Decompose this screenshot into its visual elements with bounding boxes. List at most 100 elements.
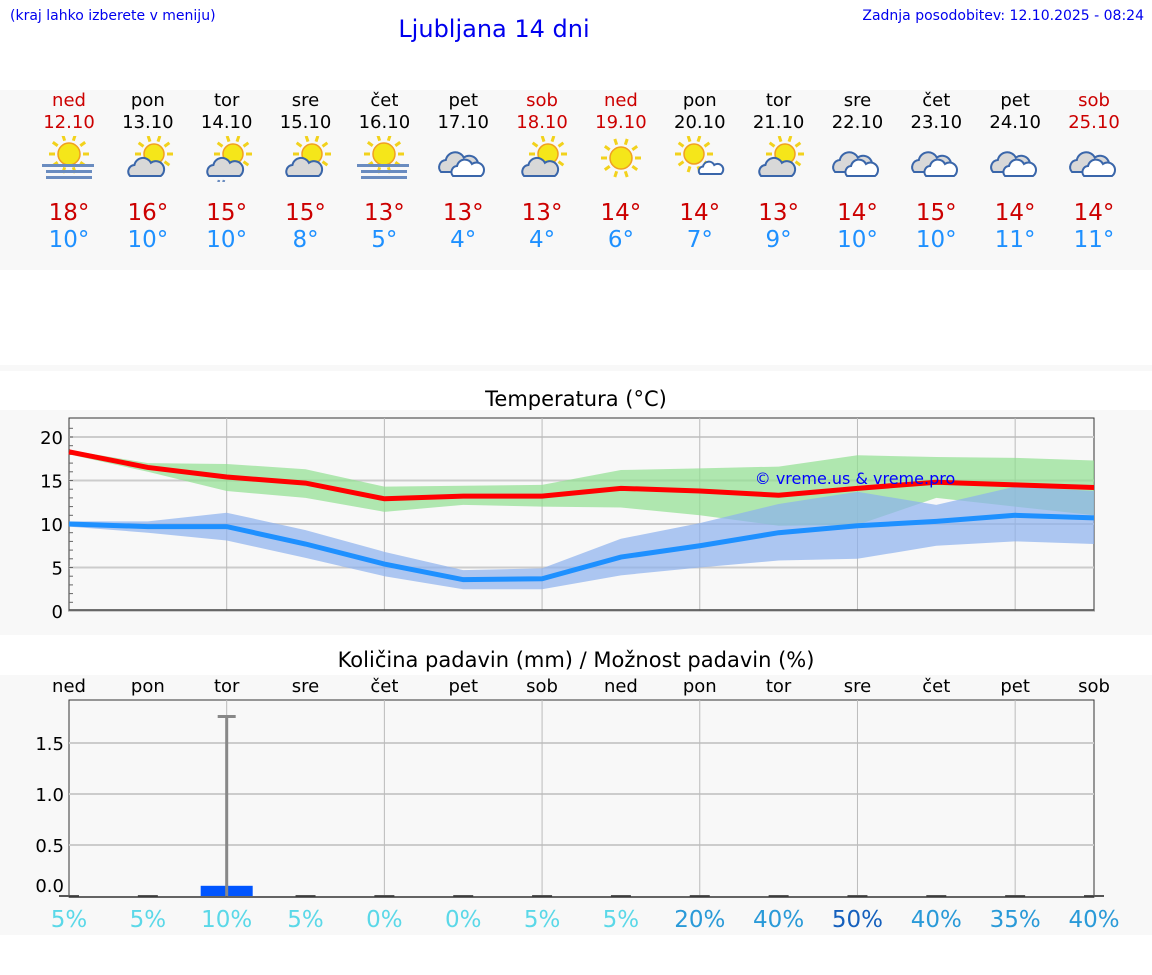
precipitation-probability: 40%: [1068, 907, 1119, 933]
partly-cloudy-icon: [757, 136, 804, 177]
day-date: 17.10: [437, 112, 489, 133]
y-tick-label: 1.0: [35, 785, 64, 806]
day-name: pon: [682, 90, 717, 111]
day-label: sre: [844, 676, 871, 697]
precipitation-chart: ned pon tor sre čet pet sob ned pon tor sre čet pet s…: [35, 676, 1119, 933]
min-temperature: 10°: [915, 227, 957, 253]
partly-cloudy-rain-icon: [206, 136, 252, 182]
max-temperature: 13°: [442, 200, 484, 226]
plot-area: [68, 699, 1095, 898]
partly-cloudy-icon: [521, 136, 568, 177]
max-temperature: 15°: [285, 200, 326, 226]
day-column: sre 15.10 15° 8°: [267, 90, 345, 270]
max-temperature: 18°: [48, 200, 90, 226]
day-column: tor 14.10 15° 10°: [188, 90, 266, 270]
day-column: tor 21.10 13° 9°: [740, 90, 818, 270]
day-column: sob 18.10 13° 4°: [503, 90, 581, 270]
max-temperature: 16°: [127, 200, 169, 226]
y-tick-label: 0.0: [35, 876, 64, 897]
day-name: sre: [291, 90, 320, 111]
cloudy-icon: [1069, 151, 1116, 177]
day-column: ned 12.10 18° 10°: [30, 90, 108, 270]
max-temperature: 14°: [1073, 200, 1115, 226]
precipitation-probability: 5%: [524, 907, 561, 933]
precipitation-probability: 5%: [603, 907, 640, 933]
min-temperature: 7°: [686, 227, 713, 253]
day-label: ned: [604, 676, 638, 697]
max-temperature: 13°: [758, 200, 799, 226]
day-date: 21.10: [752, 112, 805, 133]
day-date: 20.10: [674, 112, 726, 133]
max-temperature: 15°: [206, 200, 248, 226]
max-temperature: 14°: [837, 200, 878, 226]
day-column: pon 13.10 16° 10°: [109, 90, 187, 270]
day-date: 18.10: [516, 112, 568, 133]
temperature-chart: 0 5 10 15 20 © vreme.us & vreme.pro: [40, 417, 1095, 623]
min-temperature: 11°: [1073, 227, 1115, 253]
sunny-icon: [600, 138, 641, 178]
day-date: 15.10: [279, 112, 332, 133]
y-tick-label: 1.5: [35, 734, 64, 755]
day-column: sob 25.10 14° 11°: [1055, 90, 1133, 270]
day-label: pet: [1000, 676, 1030, 697]
last-updated: Zadnja posodobitev: 12.10.2025 - 08:24: [862, 8, 1144, 24]
day-name: sob: [526, 90, 558, 111]
cloudy-icon: [832, 151, 880, 177]
daily-forecast-strip: ned 12.10 18° 10° pon 13.10 16° 10° tor 14.10 15° 1…: [0, 90, 1152, 270]
day-label: čet: [370, 676, 398, 697]
day-date: 16.10: [358, 112, 411, 133]
day-name: pet: [1000, 90, 1030, 111]
day-column: pet 17.10 13° 4°: [424, 90, 502, 270]
cloudy-icon: [911, 151, 959, 177]
day-label: čet: [922, 676, 950, 697]
min-temperature: 6°: [607, 227, 634, 253]
y-tick-label: 5: [52, 559, 63, 580]
day-column: čet 16.10 13° 5°: [345, 90, 423, 270]
max-temperature: 14°: [994, 200, 1036, 226]
day-name: ned: [603, 90, 638, 111]
day-name: čet: [370, 90, 399, 111]
precipitation-probability: 35%: [990, 907, 1041, 933]
cloudy-icon: [990, 151, 1038, 177]
precipitation-chart-title: Količina padavin (mm) / Možnost padavin …: [337, 648, 815, 672]
min-temperature: 4°: [528, 227, 556, 253]
y-tick-label: 0.5: [35, 836, 64, 857]
precipitation-probability: 0%: [445, 907, 482, 933]
min-temperature: 9°: [765, 227, 792, 253]
max-temperature-line: [68, 449, 1095, 502]
day-name: sob: [1078, 90, 1110, 111]
location-hint-link[interactable]: (kraj lahko izberete v meniju): [10, 8, 216, 24]
day-column: čet 23.10 15° 10°: [897, 90, 975, 270]
precipitation-probability: 40%: [753, 907, 804, 933]
day-label: sob: [526, 676, 558, 697]
day-name: ned: [52, 90, 86, 111]
max-temperature: 14°: [679, 200, 721, 226]
partly-cloudy-icon: [127, 136, 173, 177]
min-temperature: 11°: [994, 227, 1036, 253]
fog-sun-icon: [42, 136, 94, 179]
max-temperature: 13°: [521, 200, 563, 226]
min-temperature: 8°: [292, 227, 319, 253]
day-label: ned: [52, 676, 86, 697]
day-date: 23.10: [910, 112, 963, 133]
day-name: tor: [213, 90, 240, 111]
min-temperature: 10°: [837, 227, 878, 253]
day-date: 13.10: [122, 112, 174, 133]
day-label: tor: [766, 676, 792, 697]
precipitation-probability: 20%: [674, 907, 725, 933]
day-name: pet: [448, 90, 478, 111]
day-label: tor: [214, 676, 240, 697]
day-column: sre 22.10 14° 10°: [818, 90, 896, 270]
day-label: pet: [448, 676, 478, 697]
precipitation-probability: 50%: [832, 907, 883, 933]
day-label: pon: [683, 676, 717, 697]
day-label: sre: [292, 676, 319, 697]
min-temperature: 5°: [371, 227, 398, 253]
precipitation-probability: 5%: [130, 907, 167, 933]
min-temperature-range: [69, 486, 1094, 590]
day-date: 14.10: [200, 112, 253, 133]
divider: [0, 365, 1152, 371]
y-tick-label: 15: [40, 472, 63, 493]
day-date: 24.10: [989, 112, 1041, 133]
sun-small-cloud-icon: [674, 136, 724, 175]
